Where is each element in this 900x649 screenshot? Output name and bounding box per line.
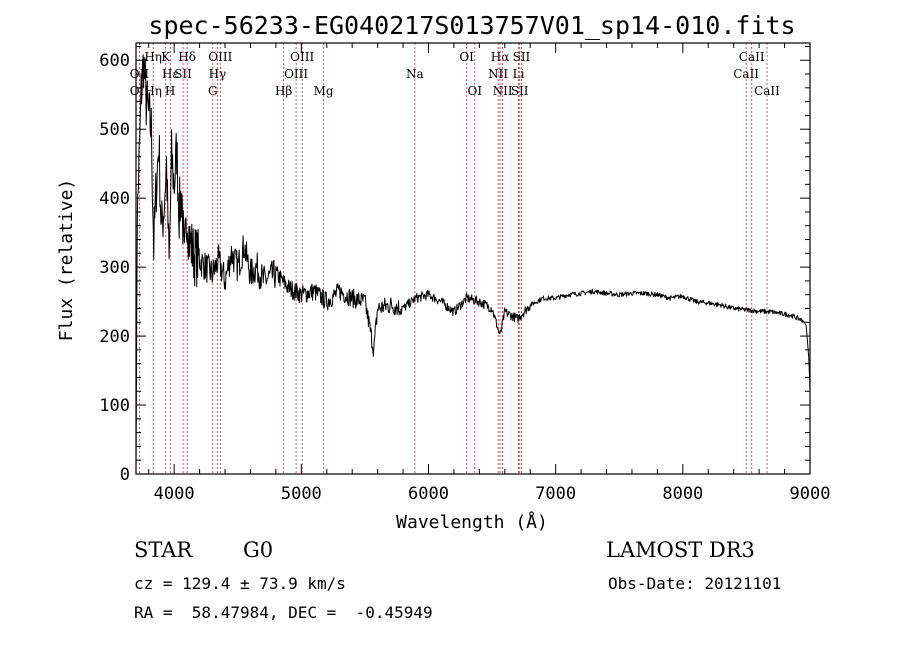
line-label: NII (488, 67, 508, 81)
y-tick-label: 600 (99, 51, 130, 71)
x-tick-label: 9000 (790, 484, 831, 504)
object-subclass: G0 (243, 538, 274, 562)
y-tick-label: 0 (120, 465, 130, 485)
survey-name: LAMOST DR3 (606, 538, 755, 562)
line-label: NII (493, 84, 513, 98)
x-tick-label: 5000 (281, 484, 322, 504)
line-label: CaII (733, 67, 759, 81)
x-tick-label: 7000 (535, 484, 576, 504)
line-label: OIII (290, 50, 314, 64)
chart-title: spec-56233-EG040217S013757V01_sp14-010.f… (148, 11, 795, 40)
line-label: G (208, 84, 218, 98)
radec-text: RA = 58.47984, DEC = -0.45949 (134, 603, 433, 622)
line-label: Li (513, 67, 525, 81)
line-label: Hα (491, 50, 510, 64)
line-label: CaII (754, 84, 780, 98)
line-label: CaII (739, 50, 765, 64)
x-tick-label: 8000 (662, 484, 703, 504)
y-tick-label: 200 (99, 327, 130, 347)
y-tick-label: 500 (99, 120, 130, 140)
y-axis-label: Flux (relative) (56, 179, 77, 342)
y-tick-label: 400 (99, 189, 130, 209)
flux-line (135, 54, 811, 471)
line-label: SII (511, 84, 529, 98)
obs-date-text: Obs-Date: 20121101 (608, 574, 782, 593)
y-tick-label: 100 (99, 396, 130, 416)
line-label: Mg (314, 84, 334, 98)
line-label: Na (406, 67, 424, 81)
line-label: SII (513, 50, 531, 64)
x-tick-label: 4000 (154, 484, 195, 504)
object-class: STAR (134, 538, 193, 562)
x-axis-label: Wavelength (Å) (396, 511, 548, 533)
line-label: K (161, 50, 171, 64)
plot-frame (135, 42, 811, 475)
line-label: OI (459, 50, 474, 64)
line-label: Hε (162, 67, 179, 81)
x-axis: 4000 5000 6000 7000 8000 9000 (148, 43, 831, 504)
x-tick-label: 6000 (408, 484, 449, 504)
line-label: Hγ (209, 67, 227, 81)
line-label: OIII (208, 50, 232, 64)
line-label: OI (467, 84, 482, 98)
spectrum-series (135, 54, 811, 471)
line-label: OII (130, 84, 150, 98)
line-label: OIII (284, 67, 308, 81)
line-label: H (165, 84, 175, 98)
line-label: Hβ (275, 84, 292, 98)
line-label: SII (174, 67, 192, 81)
y-axis: 0 100 200 300 400 500 600 (99, 45, 810, 485)
y-tick-label: 300 (99, 258, 130, 278)
line-label: Hδ (178, 50, 196, 64)
redshift-text: cz = 129.4 ± 73.9 km/s (134, 574, 346, 593)
line-label: Hη (144, 50, 162, 64)
